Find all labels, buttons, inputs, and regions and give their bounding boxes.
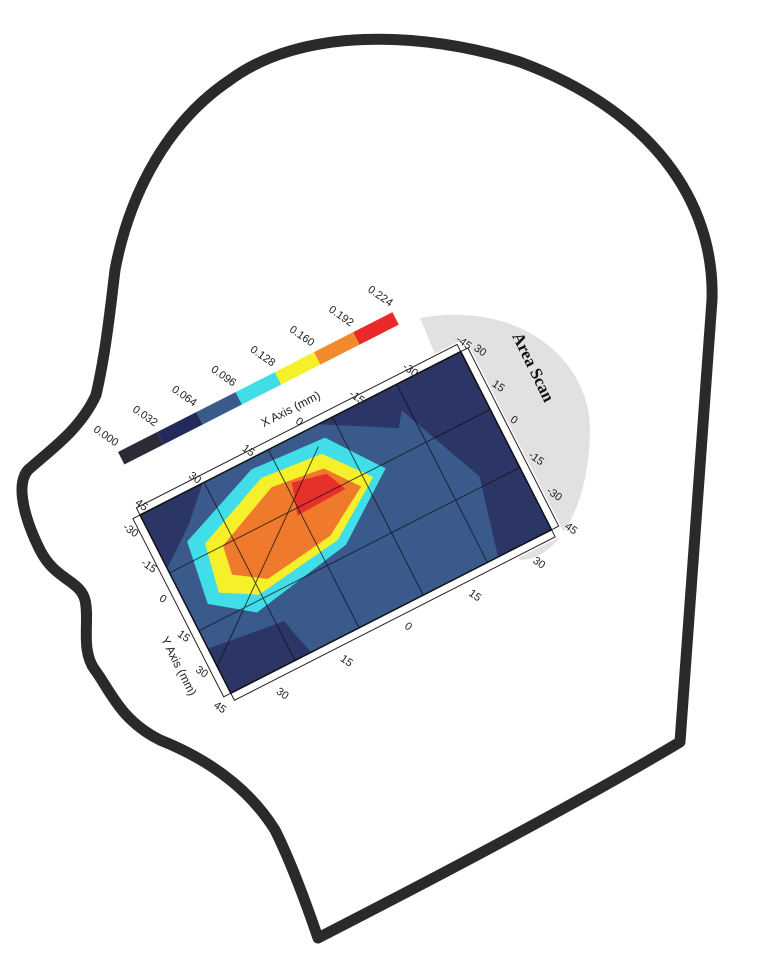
tick-label: 30 [186, 470, 203, 487]
tick-label: 45 [211, 699, 228, 716]
colorbar-label: 0.128 [248, 344, 277, 370]
colorbar-segment [196, 392, 242, 425]
map-low-bottom [208, 621, 311, 694]
colorbar-label: 0.160 [287, 324, 316, 350]
colorbar-label: 0.096 [209, 364, 238, 390]
colorbar-label: 0.064 [169, 384, 198, 410]
map-low-left [140, 483, 203, 569]
tick-label: 15 [338, 653, 355, 670]
map-border [138, 350, 553, 695]
tick-label: 30 [530, 555, 547, 572]
colorbar-segment [274, 352, 321, 385]
scan-map: X Axis (mm) Y Axis (mm) 4530150-15-30-45… [120, 333, 579, 716]
tick-label: 0 [402, 620, 414, 633]
tick-label: 15 [175, 628, 192, 645]
tick-label: 30 [274, 685, 291, 702]
tick-label: 0 [508, 414, 520, 427]
colorbar-label: 0.000 [91, 423, 120, 449]
map-red [291, 473, 346, 516]
tick-label: 30 [472, 342, 489, 359]
map-low-top [318, 378, 408, 429]
tick-label: 30 [193, 664, 210, 681]
x-tick-labels-bottom: 30 15 0 15 30 [274, 555, 548, 703]
y-axis-title: Y Axis (mm) [158, 634, 200, 698]
head-outline [16, 33, 718, 944]
colorbar-segment [157, 412, 203, 445]
tick-label: 15 [466, 587, 483, 604]
colorbar-segment [117, 432, 164, 465]
map-low-right [380, 351, 552, 558]
tick-label: 15 [240, 442, 257, 459]
colorbar-segment [314, 332, 360, 365]
colorbar-label: 0.192 [326, 304, 355, 330]
colorbar-label: 0.224 [365, 284, 394, 310]
tick-label: 45 [562, 521, 579, 538]
map-grid [169, 384, 521, 667]
tick-label: 45 [133, 497, 150, 514]
colorbar-segment [353, 312, 399, 345]
tick-label: 0 [293, 415, 305, 428]
colorbar-label: 0.032 [130, 404, 159, 430]
tick-label: 0 [157, 592, 169, 605]
tick-label: 15 [490, 378, 507, 395]
colorbar-segment [235, 372, 282, 405]
